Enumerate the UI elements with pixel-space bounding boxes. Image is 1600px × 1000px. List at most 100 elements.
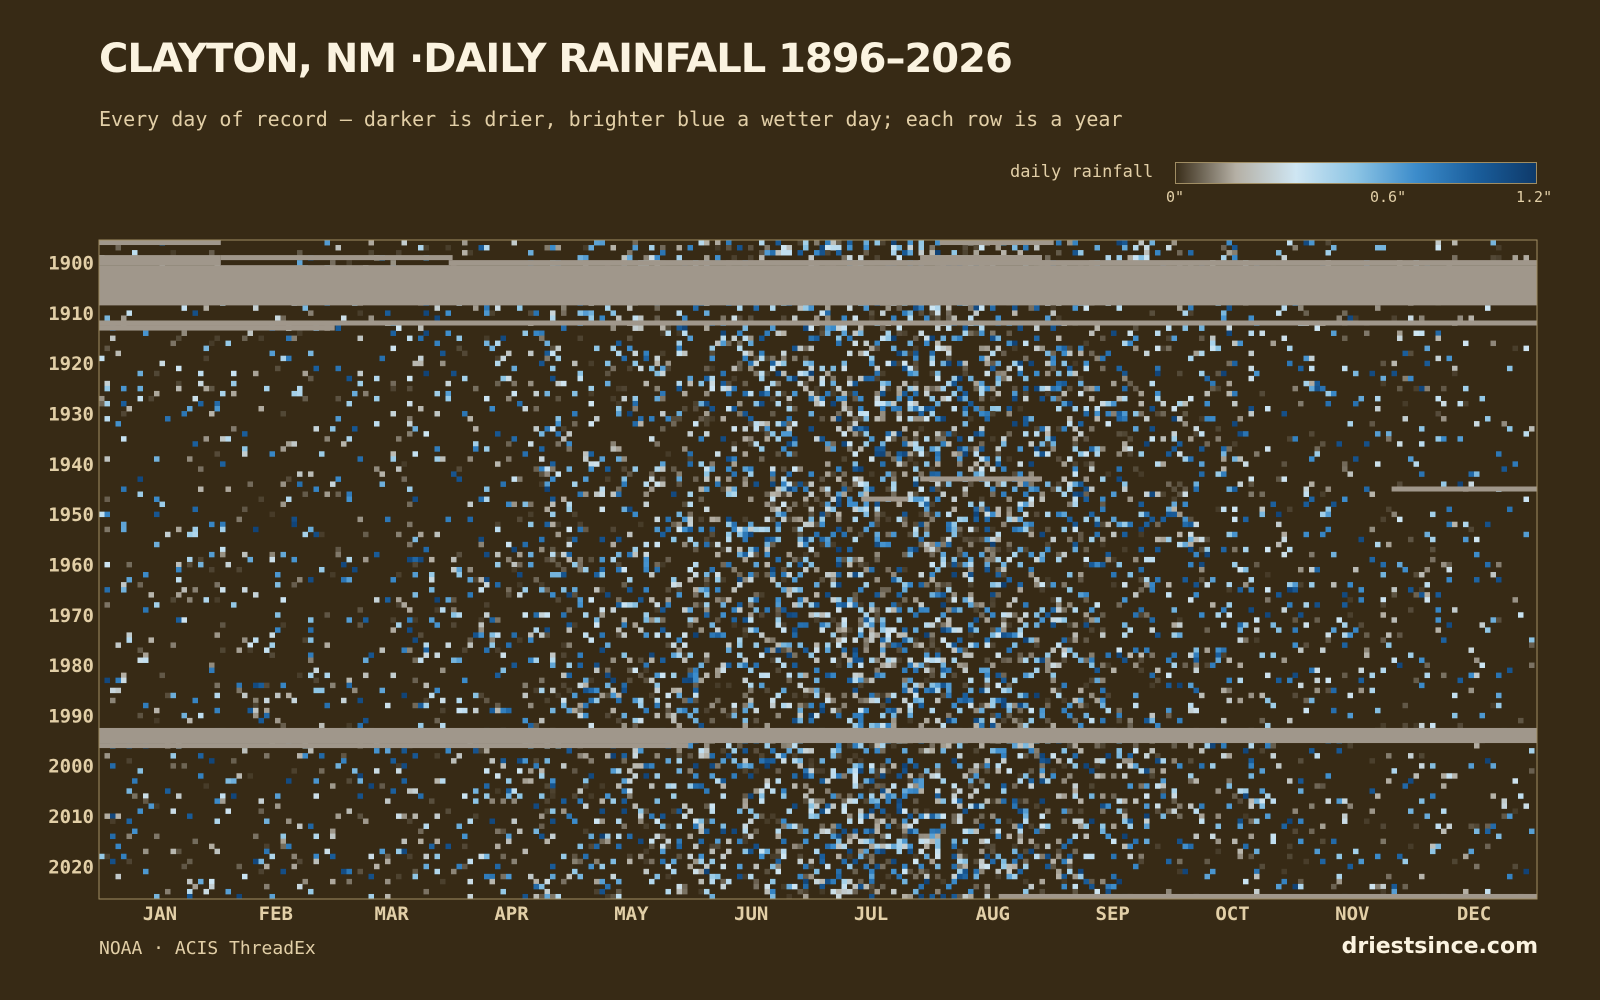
- rain-day-cell: [803, 672, 809, 679]
- rain-day-cell: [1127, 446, 1133, 452]
- rain-day-cell: [1171, 743, 1177, 749]
- rain-day-cell: [990, 592, 996, 598]
- rain-day-cell: [1138, 400, 1144, 407]
- rain-day-cell: [781, 577, 787, 583]
- rain-day-cell: [874, 451, 880, 457]
- rain-day-cell: [1089, 662, 1095, 668]
- rain-day-cell: [885, 637, 891, 643]
- rain-day-cell: [797, 587, 803, 593]
- rain-day-cell: [841, 481, 847, 487]
- rain-day-cell: [401, 748, 407, 754]
- rain-day-cell: [1188, 436, 1194, 442]
- rain-day-cell: [363, 672, 369, 679]
- rain-day-cell: [748, 421, 754, 427]
- rain-day-cell: [423, 697, 429, 704]
- rain-day-cell: [1303, 642, 1309, 648]
- rain-day-cell: [742, 436, 748, 442]
- rain-day-cell: [264, 697, 270, 704]
- rain-day-cell: [863, 561, 869, 568]
- rain-day-cell: [1127, 496, 1133, 502]
- rain-day-cell: [671, 421, 677, 427]
- rain-day-cell: [418, 355, 424, 362]
- rain-day-cell: [1072, 466, 1078, 472]
- rain-day-cell: [968, 305, 974, 311]
- rain-day-cell: [550, 556, 556, 563]
- rain-day-cell: [896, 642, 902, 648]
- rain-day-cell: [935, 763, 941, 769]
- rain-day-cell: [572, 390, 578, 397]
- rain-day-cell: [423, 330, 429, 336]
- rain-day-cell: [781, 466, 787, 472]
- rain-day-cell: [1138, 501, 1144, 508]
- rain-day-cell: [1435, 240, 1441, 246]
- rain-day-cell: [1199, 763, 1205, 769]
- rain-day-cell: [808, 365, 814, 372]
- rain-day-cell: [1105, 350, 1111, 357]
- rain-day-cell: [660, 390, 666, 397]
- rain-day-cell: [1518, 612, 1524, 618]
- rain-day-cell: [440, 667, 446, 674]
- rain-day-cell: [1358, 667, 1364, 674]
- rain-day-cell: [775, 667, 781, 674]
- rain-day-cell: [687, 753, 693, 759]
- rain-day-cell: [577, 602, 583, 608]
- rain-day-cell: [1281, 335, 1287, 342]
- rain-day-cell: [874, 657, 880, 663]
- rain-day-cell: [1215, 345, 1221, 352]
- rain-day-cell: [869, 436, 875, 442]
- rain-day-cell: [533, 426, 539, 432]
- rain-day-cell: [770, 481, 776, 487]
- rain-day-cell: [962, 360, 968, 367]
- rain-day-cell: [1254, 451, 1260, 457]
- rain-day-cell: [902, 360, 908, 367]
- rain-day-cell: [704, 255, 710, 261]
- rain-day-cell: [742, 677, 748, 684]
- rain-day-cell: [1314, 677, 1320, 684]
- rain-day-cell: [1105, 753, 1111, 759]
- rain-day-cell: [775, 506, 781, 513]
- rain-day-cell: [1078, 697, 1084, 704]
- rain-day-cell: [924, 506, 930, 513]
- rain-day-cell: [154, 390, 160, 397]
- rain-day-cell: [726, 561, 732, 568]
- rain-day-cell: [1430, 546, 1436, 553]
- rain-day-cell: [264, 385, 270, 392]
- rain-day-cell: [814, 677, 820, 684]
- rain-day-cell: [830, 577, 836, 583]
- rain-day-cell: [874, 345, 880, 352]
- rain-day-cell: [869, 566, 875, 573]
- rain-day-cell: [929, 245, 935, 251]
- rain-day-cell: [1050, 647, 1056, 653]
- rain-day-cell: [984, 677, 990, 684]
- rain-day-cell: [973, 250, 979, 256]
- rain-day-cell: [1248, 577, 1254, 583]
- rain-day-cell: [621, 622, 627, 628]
- rain-day-cell: [627, 506, 633, 513]
- rain-day-cell: [775, 521, 781, 528]
- rain-day-cell: [632, 466, 638, 472]
- rain-day-cell: [880, 240, 886, 246]
- rain-day-cell: [308, 748, 314, 754]
- rain-day-cell: [1083, 476, 1089, 482]
- rain-day-cell: [1435, 335, 1441, 342]
- rain-day-cell: [825, 592, 831, 598]
- rain-day-cell: [154, 370, 160, 377]
- rain-day-cell: [924, 451, 930, 457]
- rain-day-cell: [792, 486, 798, 492]
- rain-day-cell: [1127, 330, 1133, 336]
- rain-day-cell: [753, 717, 759, 724]
- rain-day-cell: [599, 240, 605, 246]
- rain-day-cell: [1397, 662, 1403, 668]
- rain-day-cell: [902, 637, 908, 643]
- rain-day-cell: [984, 566, 990, 573]
- rain-day-cell: [302, 395, 308, 402]
- rain-day-cell: [1248, 481, 1254, 487]
- rain-day-cell: [1468, 647, 1474, 653]
- rain-day-cell: [176, 365, 182, 372]
- rain-day-cell: [913, 496, 919, 502]
- rain-day-cell: [275, 717, 281, 724]
- rain-day-cell: [484, 612, 490, 618]
- rain-day-cell: [737, 572, 743, 578]
- rain-day-cell: [368, 652, 374, 658]
- rain-day-cell: [797, 717, 803, 724]
